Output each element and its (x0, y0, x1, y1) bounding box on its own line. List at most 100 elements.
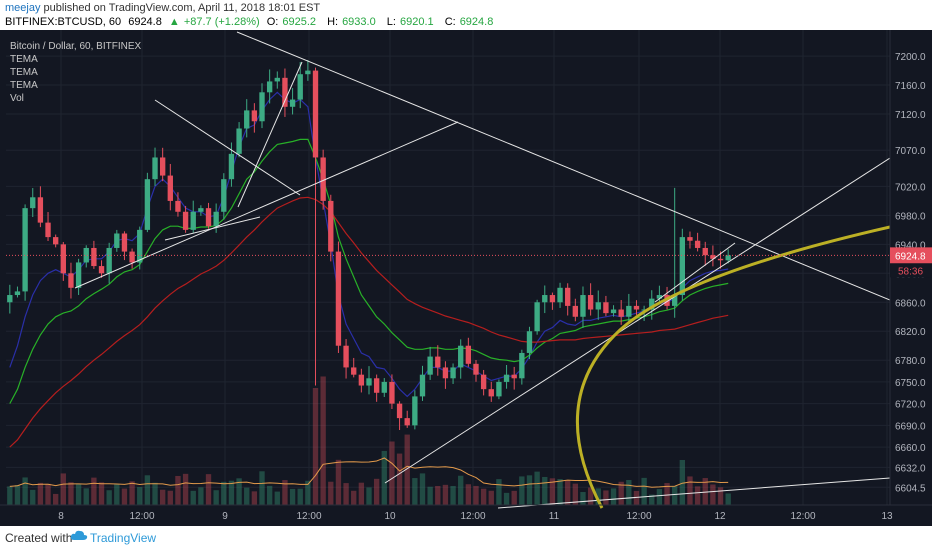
y-tick-label: 6604.5 (895, 483, 926, 494)
x-tick-label: 13 (881, 511, 893, 522)
candle (710, 245, 716, 267)
publish-header: meejay published on TradingView.com, Apr… (0, 0, 932, 30)
candle-body (266, 81, 273, 93)
volume-bar (442, 484, 449, 505)
candle (320, 149, 326, 210)
volume-bar (182, 473, 189, 505)
candle (725, 249, 731, 264)
candle-body (114, 233, 120, 248)
candle-body (121, 233, 128, 252)
y-tick-label: 7160.0 (895, 81, 926, 92)
y-tick-label: 6750.0 (895, 378, 926, 389)
y-tick-label: 6780.0 (895, 356, 926, 367)
candle-body (694, 240, 701, 248)
candle-body (297, 74, 303, 100)
candle (595, 290, 601, 320)
candle (396, 401, 403, 431)
candle-body (244, 110, 250, 129)
candle (580, 286, 586, 328)
candle (412, 390, 418, 430)
legend-item-tema-2[interactable]: TEMA (10, 67, 38, 78)
candle (572, 298, 579, 322)
author-link[interactable]: meejay (5, 2, 41, 14)
candle (565, 283, 571, 316)
candle (610, 305, 617, 317)
volume-bar (114, 484, 120, 505)
legend-item-tema-1[interactable]: TEMA (10, 54, 38, 65)
x-tick-label: 12 (714, 511, 726, 522)
candle-body (129, 251, 135, 263)
candle-body (710, 255, 716, 259)
candle (442, 361, 449, 389)
candle (14, 286, 21, 298)
price-chart[interactable]: 7200.0 7160.0 7120.0 7070.0 7020.0 6980.0 6940… (0, 30, 932, 526)
candle-body (389, 381, 395, 404)
volume-bar (75, 483, 82, 505)
candle-body (52, 237, 59, 245)
candle (175, 192, 181, 217)
volume-bar (465, 484, 472, 505)
y-tick-label: 6660.0 (895, 443, 926, 454)
volume-bar (83, 488, 89, 505)
chart-background (0, 30, 932, 526)
volume-bar (289, 488, 296, 505)
volume-bar (190, 490, 196, 505)
candle-body (106, 247, 112, 274)
candle (152, 147, 158, 186)
volume-bar (144, 475, 151, 505)
candle (98, 260, 105, 278)
candle-body (60, 244, 66, 274)
legend-item-vol[interactable]: Vol (10, 93, 24, 104)
legend-item-tema-3[interactable]: TEMA (10, 80, 38, 91)
volume-bar (412, 478, 418, 505)
volume-bars (7, 376, 731, 505)
chart-area[interactable]: 7200.0 7160.0 7120.0 7070.0 7020.0 6980.0 6940… (0, 30, 932, 526)
candle-body (572, 305, 579, 317)
candle-body (305, 70, 311, 75)
y-tick-label: 7020.0 (895, 182, 926, 193)
high-label: H: 6933.0 (327, 16, 376, 28)
candle (511, 366, 517, 390)
volume-bar (519, 476, 525, 505)
candle-body (672, 295, 678, 306)
candle (312, 67, 319, 386)
candle (106, 242, 112, 284)
y-tick-label: 6690.0 (895, 421, 926, 432)
volume-bar (37, 482, 44, 505)
y-tick-label: 6632.0 (895, 463, 926, 474)
candle-body (435, 356, 441, 368)
open-label: O: 6925.2 (266, 16, 316, 28)
volume-bar (52, 493, 59, 505)
candle-body (450, 367, 456, 379)
candle-body (320, 157, 326, 201)
price-tag (890, 247, 932, 264)
candle-body (37, 197, 44, 223)
candle (458, 339, 464, 379)
candle (274, 71, 280, 89)
candle-body (236, 128, 242, 154)
candle-body (679, 237, 686, 296)
price-tag-label: 6924.8 (895, 251, 926, 262)
volume-bar (496, 479, 502, 505)
candle (626, 293, 632, 322)
volume-bar (710, 484, 716, 505)
candle (389, 374, 395, 409)
ascending-trend-line-2 (384, 157, 891, 484)
candle (159, 147, 166, 182)
candle (381, 378, 387, 397)
candle (618, 300, 624, 325)
volume-bar (106, 490, 112, 505)
volume-bar (672, 485, 678, 505)
volume-bar (228, 480, 235, 505)
chart-legend: Bitcoin / Dollar, 60, BITFINEX TEMA TEMA… (10, 40, 141, 105)
candle (137, 226, 143, 270)
up-arrow-icon: ▲ (168, 16, 180, 28)
volume-bar (404, 434, 410, 505)
volume-bar (167, 490, 173, 505)
candle (679, 228, 686, 301)
x-tick-label: 12:00 (296, 511, 321, 522)
candle-body (175, 200, 181, 212)
candle-body (488, 389, 494, 397)
volume-bar (396, 453, 403, 505)
tradingview-brand-link[interactable]: TradingView (90, 531, 157, 545)
